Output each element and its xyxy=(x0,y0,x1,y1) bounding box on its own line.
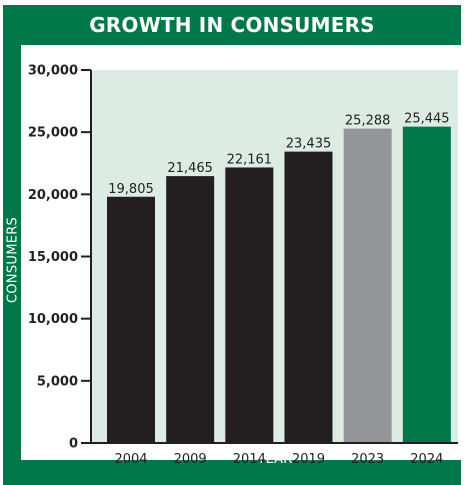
bar xyxy=(402,126,451,443)
y-tick-label: 25,000 xyxy=(28,126,78,141)
bar-value-label: 25,288 xyxy=(345,114,391,129)
x-tick-label: 2004 xyxy=(114,452,147,467)
bar xyxy=(107,196,155,443)
y-tick-label: 0 xyxy=(69,437,78,452)
x-tick-label: 2023 xyxy=(351,452,384,467)
chart-title: GROWTH IN CONSUMERS xyxy=(89,13,375,37)
y-tick-label: 30,000 xyxy=(28,64,78,79)
bar-value-label: 19,805 xyxy=(108,182,154,197)
x-axis-label: YEAR xyxy=(257,452,293,467)
bar-value-label: 23,435 xyxy=(286,137,332,152)
y-tick-label: 5,000 xyxy=(37,374,78,389)
x-tick-label: 2024 xyxy=(410,452,443,467)
x-tick-label: 2014 xyxy=(233,452,266,467)
bar-value-label: 22,161 xyxy=(227,152,273,167)
bar-value-label: 21,465 xyxy=(167,161,213,176)
x-tick-label: 2019 xyxy=(292,452,325,467)
y-tick-label: 20,000 xyxy=(28,188,78,203)
y-tick-label: 10,000 xyxy=(28,312,78,327)
bar xyxy=(225,167,274,443)
x-tick-label: 2009 xyxy=(174,452,207,467)
bar xyxy=(166,176,215,443)
y-tick-label: 15,000 xyxy=(28,250,78,265)
bar xyxy=(284,151,333,444)
bar xyxy=(343,128,392,443)
bar-value-label: 25,445 xyxy=(404,112,450,127)
